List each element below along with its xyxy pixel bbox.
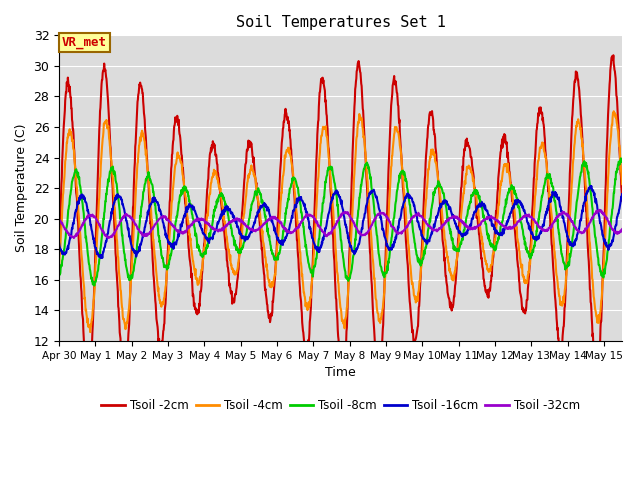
Tsoil -4cm — [157, 300, 164, 306]
Line: Tsoil -2cm: Tsoil -2cm — [59, 55, 622, 384]
Tsoil -4cm — [55, 263, 63, 269]
Tsoil -16cm — [269, 221, 277, 227]
Tsoil -16cm — [618, 192, 626, 197]
Tsoil -4cm — [618, 181, 626, 187]
Legend: Tsoil -2cm, Tsoil -4cm, Tsoil -8cm, Tsoil -16cm, Tsoil -32cm: Tsoil -2cm, Tsoil -4cm, Tsoil -8cm, Tsoi… — [97, 394, 584, 417]
Title: Soil Temperatures Set 1: Soil Temperatures Set 1 — [236, 15, 445, 30]
Tsoil -2cm — [85, 381, 93, 387]
Y-axis label: Soil Temperature (C): Soil Temperature (C) — [15, 124, 28, 252]
Tsoil -8cm — [168, 251, 175, 257]
Tsoil -4cm — [168, 210, 175, 216]
Tsoil -16cm — [587, 183, 595, 189]
Tsoil -2cm — [269, 299, 277, 305]
Tsoil -16cm — [218, 208, 226, 214]
Tsoil -8cm — [617, 156, 625, 161]
Tsoil -4cm — [218, 200, 226, 206]
Tsoil -32cm — [55, 217, 63, 223]
Line: Tsoil -16cm: Tsoil -16cm — [59, 186, 622, 258]
Tsoil -2cm — [157, 345, 164, 351]
Tsoil -32cm — [70, 235, 77, 241]
Text: VR_met: VR_met — [62, 36, 107, 49]
Tsoil -2cm — [618, 198, 626, 204]
Tsoil -32cm — [544, 228, 552, 233]
Tsoil -32cm — [157, 215, 164, 220]
Tsoil -4cm — [610, 108, 618, 114]
Tsoil -16cm — [544, 204, 552, 209]
Tsoil -32cm — [481, 216, 489, 222]
Tsoil -2cm — [218, 208, 226, 214]
Tsoil -8cm — [157, 245, 164, 251]
Tsoil -8cm — [55, 271, 63, 276]
Tsoil -4cm — [86, 329, 94, 335]
Tsoil -8cm — [481, 221, 489, 227]
Tsoil -2cm — [544, 182, 552, 188]
Tsoil -2cm — [481, 288, 489, 294]
Tsoil -4cm — [544, 176, 552, 181]
Tsoil -16cm — [157, 208, 164, 214]
Tsoil -8cm — [269, 251, 277, 256]
Tsoil -32cm — [269, 214, 277, 219]
Tsoil -32cm — [596, 207, 604, 213]
X-axis label: Time: Time — [325, 366, 356, 379]
Tsoil -32cm — [168, 221, 175, 227]
Line: Tsoil -8cm: Tsoil -8cm — [59, 158, 622, 286]
Tsoil -2cm — [168, 166, 175, 171]
Line: Tsoil -4cm: Tsoil -4cm — [59, 111, 622, 332]
Tsoil -2cm — [609, 52, 617, 58]
Tsoil -8cm — [544, 173, 552, 179]
Tsoil -2cm — [55, 241, 63, 247]
Tsoil -16cm — [481, 204, 489, 210]
Tsoil -16cm — [168, 244, 175, 250]
Tsoil -32cm — [218, 228, 226, 233]
Tsoil -32cm — [618, 226, 626, 232]
Line: Tsoil -32cm: Tsoil -32cm — [59, 210, 622, 238]
Tsoil -8cm — [618, 159, 626, 165]
Tsoil -16cm — [55, 240, 63, 246]
Tsoil -8cm — [90, 283, 98, 288]
Tsoil -8cm — [218, 191, 226, 196]
Tsoil -4cm — [269, 283, 277, 288]
Tsoil -16cm — [97, 255, 104, 261]
Tsoil -4cm — [481, 258, 489, 264]
